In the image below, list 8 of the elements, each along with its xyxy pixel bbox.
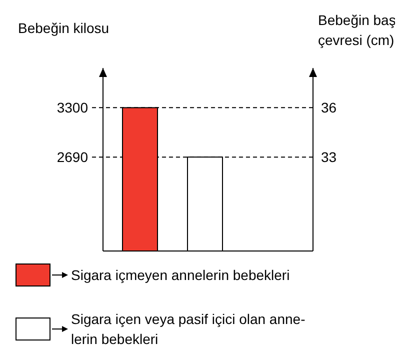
y2-tick-label: 33 bbox=[321, 148, 337, 165]
y2-tick-label: 36 bbox=[321, 99, 337, 116]
y-tick-label: 2690 bbox=[56, 148, 88, 165]
legend-label: Sigara içmeyen annelerin bebekleri bbox=[71, 266, 290, 283]
y-axis-title: Bebeğin kilosu bbox=[18, 20, 110, 36]
legend-label: Sigara içen veya pasif içici olan anne- lerin bebekleri bbox=[71, 310, 306, 347]
y2-axis-title: Bebeğin baş çevresi (cm) bbox=[318, 12, 396, 48]
y-tick-label: 3300 bbox=[56, 100, 88, 116]
